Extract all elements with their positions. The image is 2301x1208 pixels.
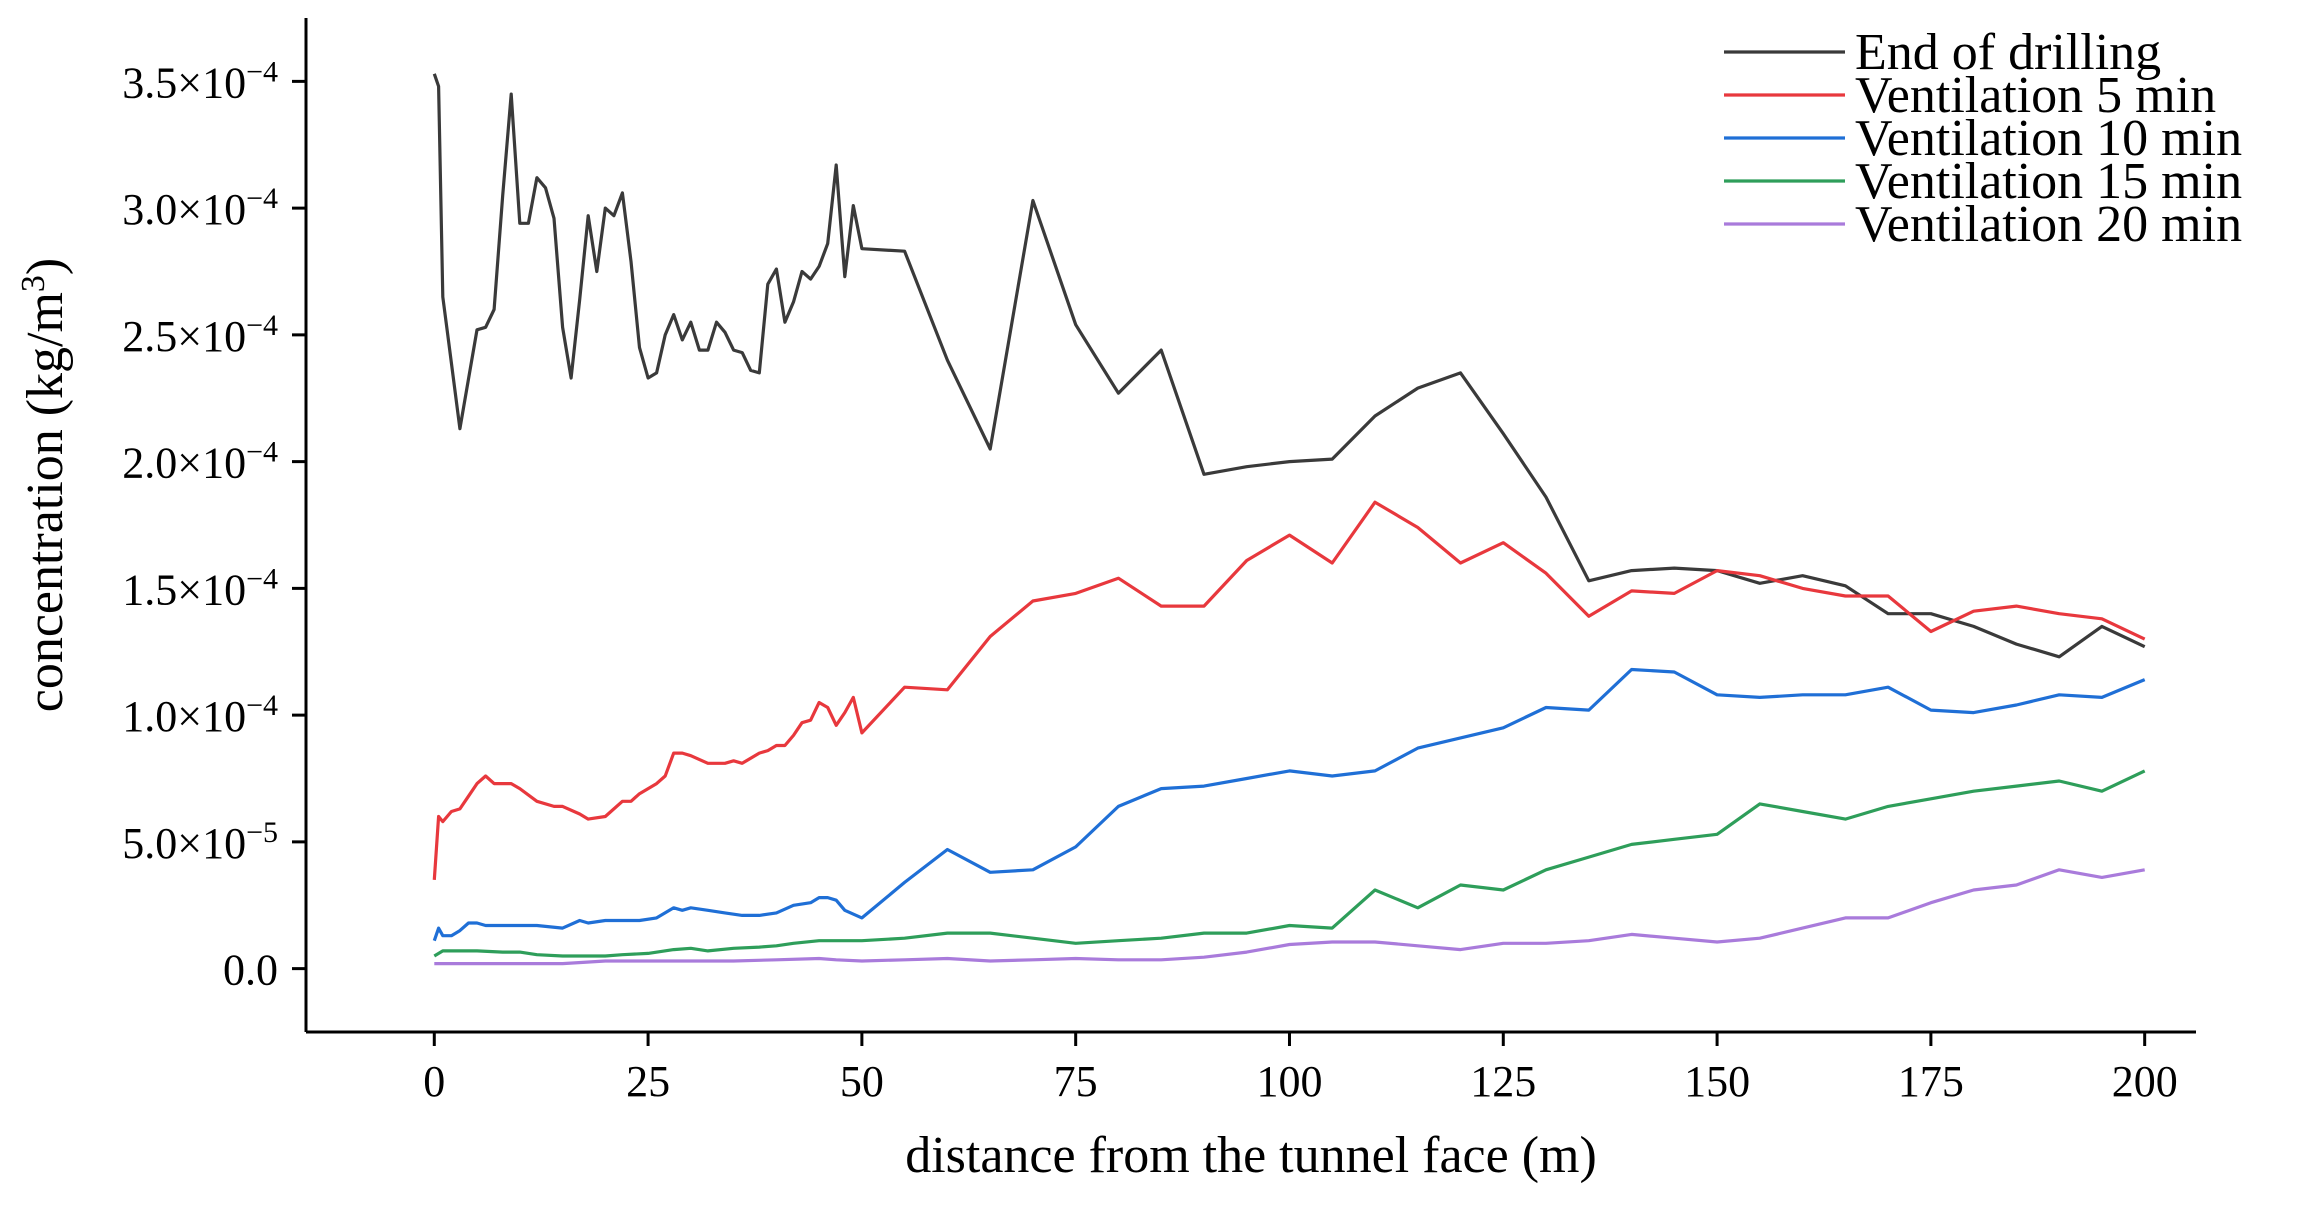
legend-label-2: Ventilation 5 min bbox=[1855, 67, 2216, 124]
series-line-3 bbox=[432, 667, 2146, 942]
x-tick-label: 175 bbox=[1898, 1057, 1964, 1106]
y-axis-title: concentration (kg/m3) bbox=[15, 258, 75, 713]
x-tick-label: 0 bbox=[423, 1057, 445, 1106]
x-axis-title: distance from the tunnel face (m) bbox=[905, 1127, 1597, 1184]
series-line-2 bbox=[432, 500, 2146, 881]
x-tick-label: 125 bbox=[1470, 1057, 1536, 1106]
y-tick-label: 1.5×10−4 bbox=[122, 562, 278, 615]
legend-label-4: Ventilation 15 min bbox=[1855, 153, 2242, 210]
x-tick-label: 100 bbox=[1256, 1057, 1322, 1106]
x-tick-label: 150 bbox=[1684, 1057, 1750, 1106]
y-tick-label: 5.0×10−5 bbox=[122, 815, 278, 868]
series-line-4 bbox=[433, 769, 2146, 958]
y-tick-label: 0.0 bbox=[223, 946, 278, 995]
axes-layer: 0 25 50 75 100 125 150 175 200 0.0 5.0×10−5 1.0×10−… bbox=[122, 18, 2196, 1106]
y-tick-label: 2.0×10−4 bbox=[122, 435, 278, 488]
series-line-5 bbox=[434, 868, 2145, 966]
y-tick-label: 2.5×10−4 bbox=[122, 308, 278, 361]
y-axis-title-main: concentration (kg/m bbox=[17, 292, 74, 712]
y-axis-title-superscript: 3 bbox=[15, 275, 52, 292]
x-tick-label: 75 bbox=[1054, 1057, 1098, 1106]
y-tick-label: 3.0×10−4 bbox=[122, 182, 278, 235]
legend-label-5: Ventilation 20 min bbox=[1855, 196, 2242, 253]
x-tick-label: 50 bbox=[840, 1057, 884, 1106]
legend-label-1: End of drilling bbox=[1855, 24, 2161, 81]
y-tick-label: 3.5×10−4 bbox=[122, 55, 278, 108]
y-tick-label: 1.0×10−4 bbox=[122, 689, 278, 742]
x-tick-label: 200 bbox=[2112, 1057, 2178, 1106]
x-tick-label: 25 bbox=[626, 1057, 670, 1106]
y-axis-title-tail: ) bbox=[17, 258, 74, 275]
series-layer bbox=[432, 73, 2146, 966]
legend-label-3: Ventilation 10 min bbox=[1855, 110, 2242, 167]
series-line-1 bbox=[432, 73, 2146, 659]
